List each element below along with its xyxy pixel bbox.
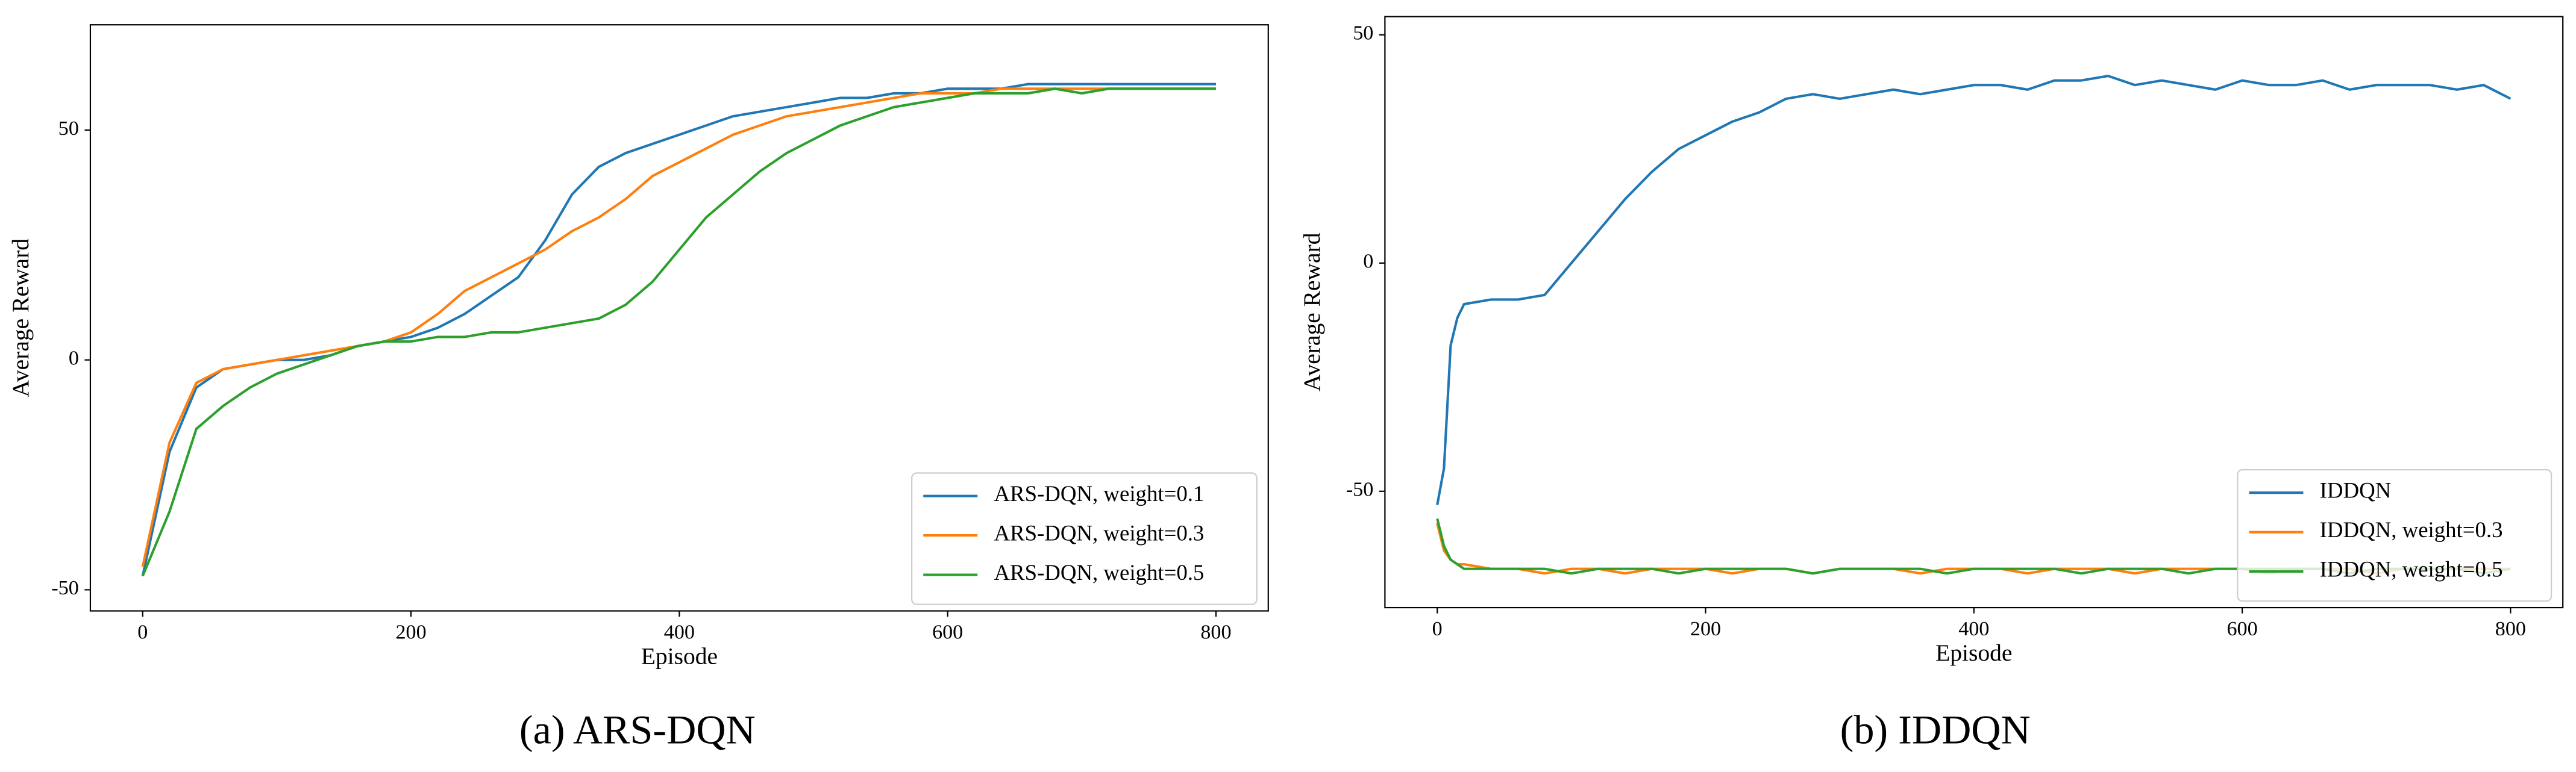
x-tick-label: 400 (1958, 618, 1989, 640)
legend-label: IDDQN (2320, 478, 2392, 503)
chart: 0 200 400 600 800 -50 0 50 Episode Average Reward… (7, 24, 1269, 753)
x-tick-label: 800 (1200, 621, 1231, 644)
legend-box (2237, 468, 2552, 602)
y-axis-label: Average Reward (1299, 232, 1325, 391)
plot-frame (89, 24, 1269, 612)
series-line (141, 87, 1216, 567)
x-tick-label: 400 (664, 621, 695, 644)
legend-label: IDDQN, weight=0.3 (2320, 517, 2503, 542)
y-tick-label: 0 (1363, 251, 1373, 273)
legend-box (911, 472, 1258, 605)
legend-label: ARS-DQN, weight=0.5 (994, 560, 1204, 585)
x-tick-label: 0 (137, 621, 148, 644)
chart: 0 200 400 600 800 -50 0 50 Episode Average Reward… (1299, 16, 2564, 753)
x-tick-label: 200 (396, 621, 427, 644)
x-tick-label: 600 (2227, 618, 2258, 640)
legend-label: ARS-DQN, weight=0.1 (994, 481, 1204, 506)
x-axis-label: Episode (641, 643, 718, 670)
x-tick-label: 0 (1432, 618, 1443, 640)
y-tick-label: -50 (1346, 479, 1373, 501)
series-line (141, 82, 1216, 576)
y-axis-label: Average Reward (7, 238, 34, 397)
y-tick-label: 50 (58, 117, 79, 140)
series-line (1436, 75, 2512, 505)
legend-label: IDDQN, weight=0.5 (2320, 557, 2503, 582)
x-tick-label: 800 (2495, 618, 2526, 640)
x-axis-label: Episode (1935, 640, 2012, 666)
legend-label: ARS-DQN, weight=0.3 (994, 521, 1204, 546)
series-line (141, 87, 1216, 577)
x-tick-label: 600 (932, 621, 963, 644)
x-tick-label: 200 (1690, 618, 1721, 640)
plot-frame (1384, 16, 2564, 609)
y-tick-label: -50 (51, 577, 78, 599)
caption: (b) IDDQN (1840, 707, 2031, 753)
caption: (a) ARS-DQN (519, 707, 756, 753)
y-tick-label: 50 (1353, 22, 1373, 45)
y-tick-label: 0 (69, 347, 79, 370)
